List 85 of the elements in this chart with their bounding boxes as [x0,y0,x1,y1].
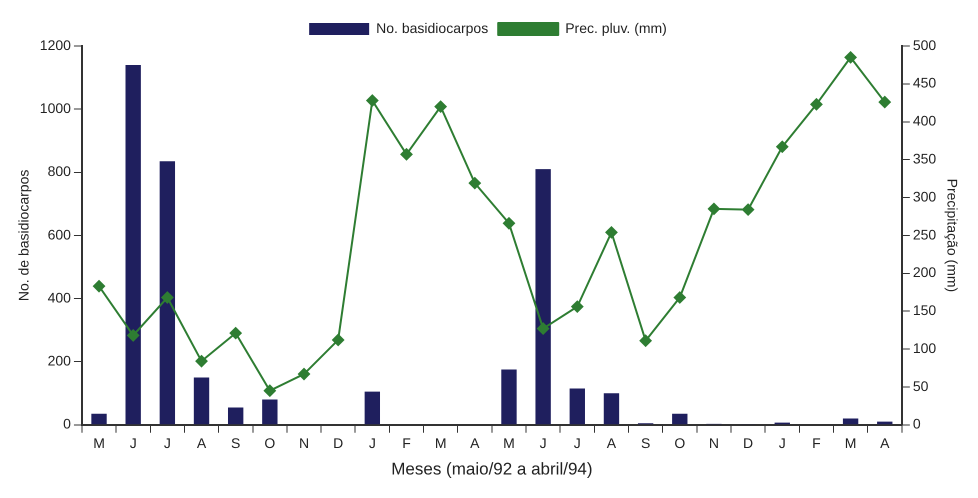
point [230,327,242,340]
x-tick-label: M [503,435,515,452]
point [810,98,822,110]
bar [126,64,141,424]
x-tick-label: O [264,435,276,452]
y-tick-label: 400 [48,289,72,306]
point [674,292,686,304]
point [537,322,550,335]
x-tick-label: J [574,435,581,452]
y2-tick-label: 350 [912,150,936,166]
x-tick-label: J [368,435,376,452]
x-tick-label: F [812,435,821,452]
x-tick-label: S [231,435,240,452]
x-tick-label: A [880,435,890,452]
point [400,148,412,160]
y2-tick-label: 450 [912,74,936,91]
point [161,292,174,304]
x-tick-label: J [164,435,171,452]
point [605,226,618,238]
y-tick-label: 1200 [40,36,72,53]
bar [877,422,892,424]
x-axis-title: Meses (maio/92 a abril/94) [391,459,593,478]
y2-tick-label: 250 [912,226,936,242]
x-tick-label: A [470,435,480,452]
y-tick-label: 1000 [40,100,72,116]
point [93,280,106,292]
x-tick-label: O [674,435,686,452]
x-tick-label: M [434,435,446,452]
point [502,217,515,230]
point [366,94,378,107]
x-tick-label: A [606,435,617,452]
y-tick-label: 600 [48,226,72,242]
x-tick-label: F [402,435,411,452]
x-tick-label: J [778,435,786,452]
y2-tick-label: 500 [912,36,936,53]
x-tick-label: N [708,435,720,452]
x-tick-label: D [743,435,754,452]
legend-label: Prec. pluv. (mm) [565,20,667,36]
y2-tick-label: 50 [912,378,929,394]
bar [570,388,585,424]
x-tick-label: S [640,435,650,452]
bar [262,400,278,424]
y2-tick-label: 300 [912,188,936,204]
y2-tick-label: 200 [912,264,936,280]
bar [535,169,551,424]
point [844,51,857,64]
x-tick-label: A [196,435,207,452]
y2-tick-label: 0 [912,416,921,432]
point [776,140,788,153]
y-tick-label: 200 [48,352,72,369]
y2-axis-title: Precipitação (mm) [944,178,961,292]
point [708,202,720,215]
bar [672,414,688,424]
point [264,384,276,397]
point [127,329,140,342]
point [468,177,481,190]
y2-tick-label: 150 [912,302,936,318]
point [878,96,891,108]
x-tick-label: J [540,435,547,452]
legend-label: No. basidiocarpos [376,20,488,36]
y2-tick-label: 400 [912,112,936,129]
point [196,355,208,368]
bar [160,161,176,424]
point [434,100,447,113]
x-tick-label: M [844,435,856,452]
point [571,300,584,313]
bar [364,392,380,424]
x-tick-label: M [93,435,105,452]
y-axis-title: No. de basidiocarpos [15,170,32,302]
point [640,334,652,347]
point [742,204,754,216]
point [332,334,344,346]
bar [842,418,858,424]
y-tick-label: 0 [63,416,72,432]
bar [501,370,517,424]
y-tick-label: 800 [48,163,72,180]
x-tick-label: N [298,435,310,452]
bar [91,414,107,424]
point [298,368,310,380]
bar [228,407,244,424]
y2-tick-label: 100 [912,340,936,356]
bar [604,393,620,424]
bar [194,377,210,424]
x-tick-label: D [333,435,344,452]
x-tick-label: J [130,435,137,452]
